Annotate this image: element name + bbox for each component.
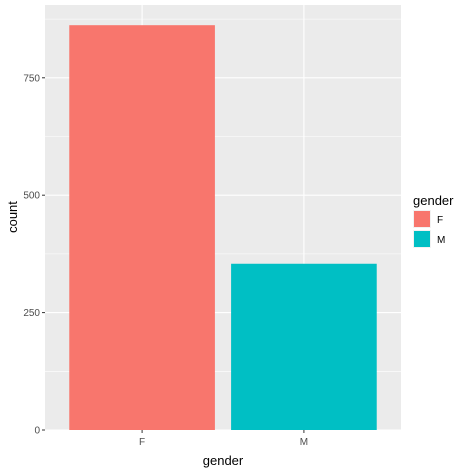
y-tick-label: 250 — [23, 308, 40, 319]
legend-items: FM — [413, 210, 445, 248]
x-tick-label: M — [300, 437, 308, 448]
bars — [69, 25, 377, 431]
y-axis-title: count — [5, 201, 20, 233]
legend-swatch-M — [414, 231, 430, 247]
bar-F — [69, 25, 215, 431]
y-tick-label: 0 — [34, 426, 40, 437]
bar-M — [231, 263, 377, 430]
x-tick-label: F — [139, 437, 145, 448]
legend-label-M: M — [437, 235, 445, 246]
legend-label-F: F — [437, 215, 443, 226]
legend: gender FM — [413, 193, 454, 248]
x-axis-title: gender — [203, 453, 244, 468]
y-tick-label: 500 — [23, 191, 40, 202]
legend-swatch-F — [414, 211, 430, 227]
legend-title: gender — [413, 193, 454, 208]
y-tick-label: 750 — [23, 73, 40, 84]
y-axis-ticks: 0 250 500 750 — [23, 73, 45, 437]
